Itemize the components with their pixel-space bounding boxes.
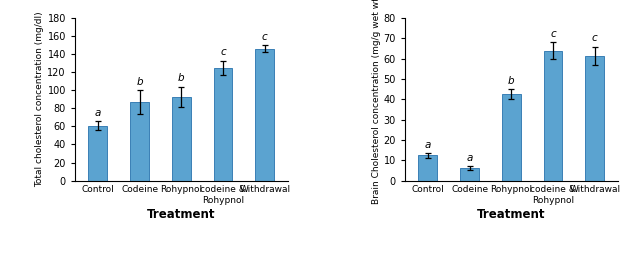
Bar bbox=[460, 168, 479, 181]
Text: c: c bbox=[550, 29, 556, 39]
Text: c: c bbox=[592, 33, 598, 43]
Bar bbox=[130, 102, 149, 181]
X-axis label: Treatment: Treatment bbox=[477, 208, 545, 221]
Bar bbox=[255, 49, 274, 181]
Y-axis label: Total cholesterol concentration (mg/dl): Total cholesterol concentration (mg/dl) bbox=[36, 12, 44, 187]
Bar bbox=[213, 68, 233, 181]
Text: c: c bbox=[262, 32, 268, 42]
Text: a: a bbox=[425, 140, 431, 150]
Bar bbox=[544, 51, 562, 181]
Bar bbox=[502, 94, 520, 181]
Bar bbox=[89, 126, 107, 181]
Bar bbox=[172, 96, 191, 181]
Bar bbox=[419, 155, 437, 181]
Bar bbox=[585, 56, 604, 181]
Text: a: a bbox=[95, 108, 101, 118]
Text: b: b bbox=[136, 77, 143, 87]
Text: a: a bbox=[466, 153, 473, 163]
X-axis label: Treatment: Treatment bbox=[147, 208, 215, 221]
Y-axis label: Brain Cholesterol concentration (mg/g wet wt): Brain Cholesterol concentration (mg/g we… bbox=[372, 0, 381, 204]
Text: b: b bbox=[178, 74, 185, 83]
Text: b: b bbox=[508, 76, 515, 86]
Text: c: c bbox=[220, 47, 226, 57]
